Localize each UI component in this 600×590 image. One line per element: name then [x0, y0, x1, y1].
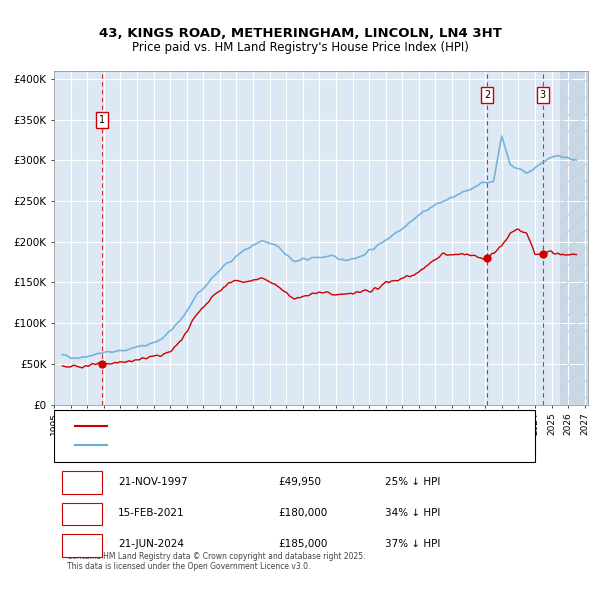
- Text: Price paid vs. HM Land Registry's House Price Index (HPI): Price paid vs. HM Land Registry's House …: [131, 41, 469, 54]
- Text: 3: 3: [539, 90, 546, 100]
- Text: 2: 2: [79, 508, 86, 518]
- Text: Contains HM Land Registry data © Crown copyright and database right 2025.
This d: Contains HM Land Registry data © Crown c…: [67, 552, 366, 571]
- Text: 34% ↓ HPI: 34% ↓ HPI: [385, 508, 440, 518]
- Text: 3: 3: [79, 539, 86, 549]
- Text: 2: 2: [484, 90, 490, 100]
- Bar: [560, 71, 588, 405]
- Text: 1: 1: [79, 477, 86, 487]
- Bar: [560, 71, 588, 405]
- Text: £49,950: £49,950: [278, 477, 321, 487]
- Text: 15-FEB-2021: 15-FEB-2021: [118, 508, 185, 518]
- Text: 43, KINGS ROAD, METHERINGHAM, LINCOLN, LN4 3HT: 43, KINGS ROAD, METHERINGHAM, LINCOLN, L…: [98, 27, 502, 40]
- Text: 21-JUN-2024: 21-JUN-2024: [118, 539, 184, 549]
- Text: 37% ↓ HPI: 37% ↓ HPI: [385, 539, 440, 549]
- Text: 43, KINGS ROAD, METHERINGHAM, LINCOLN, LN4 3HT (detached house): 43, KINGS ROAD, METHERINGHAM, LINCOLN, L…: [115, 422, 441, 431]
- Text: 1: 1: [99, 114, 105, 124]
- Text: £180,000: £180,000: [278, 508, 328, 518]
- Text: HPI: Average price, detached house, North Kesteven: HPI: Average price, detached house, Nort…: [115, 440, 353, 449]
- Text: 21-NOV-1997: 21-NOV-1997: [118, 477, 188, 487]
- Text: 25% ↓ HPI: 25% ↓ HPI: [385, 477, 440, 487]
- FancyBboxPatch shape: [54, 410, 535, 462]
- FancyBboxPatch shape: [62, 503, 102, 525]
- FancyBboxPatch shape: [62, 471, 102, 494]
- Text: £185,000: £185,000: [278, 539, 328, 549]
- FancyBboxPatch shape: [62, 534, 102, 556]
